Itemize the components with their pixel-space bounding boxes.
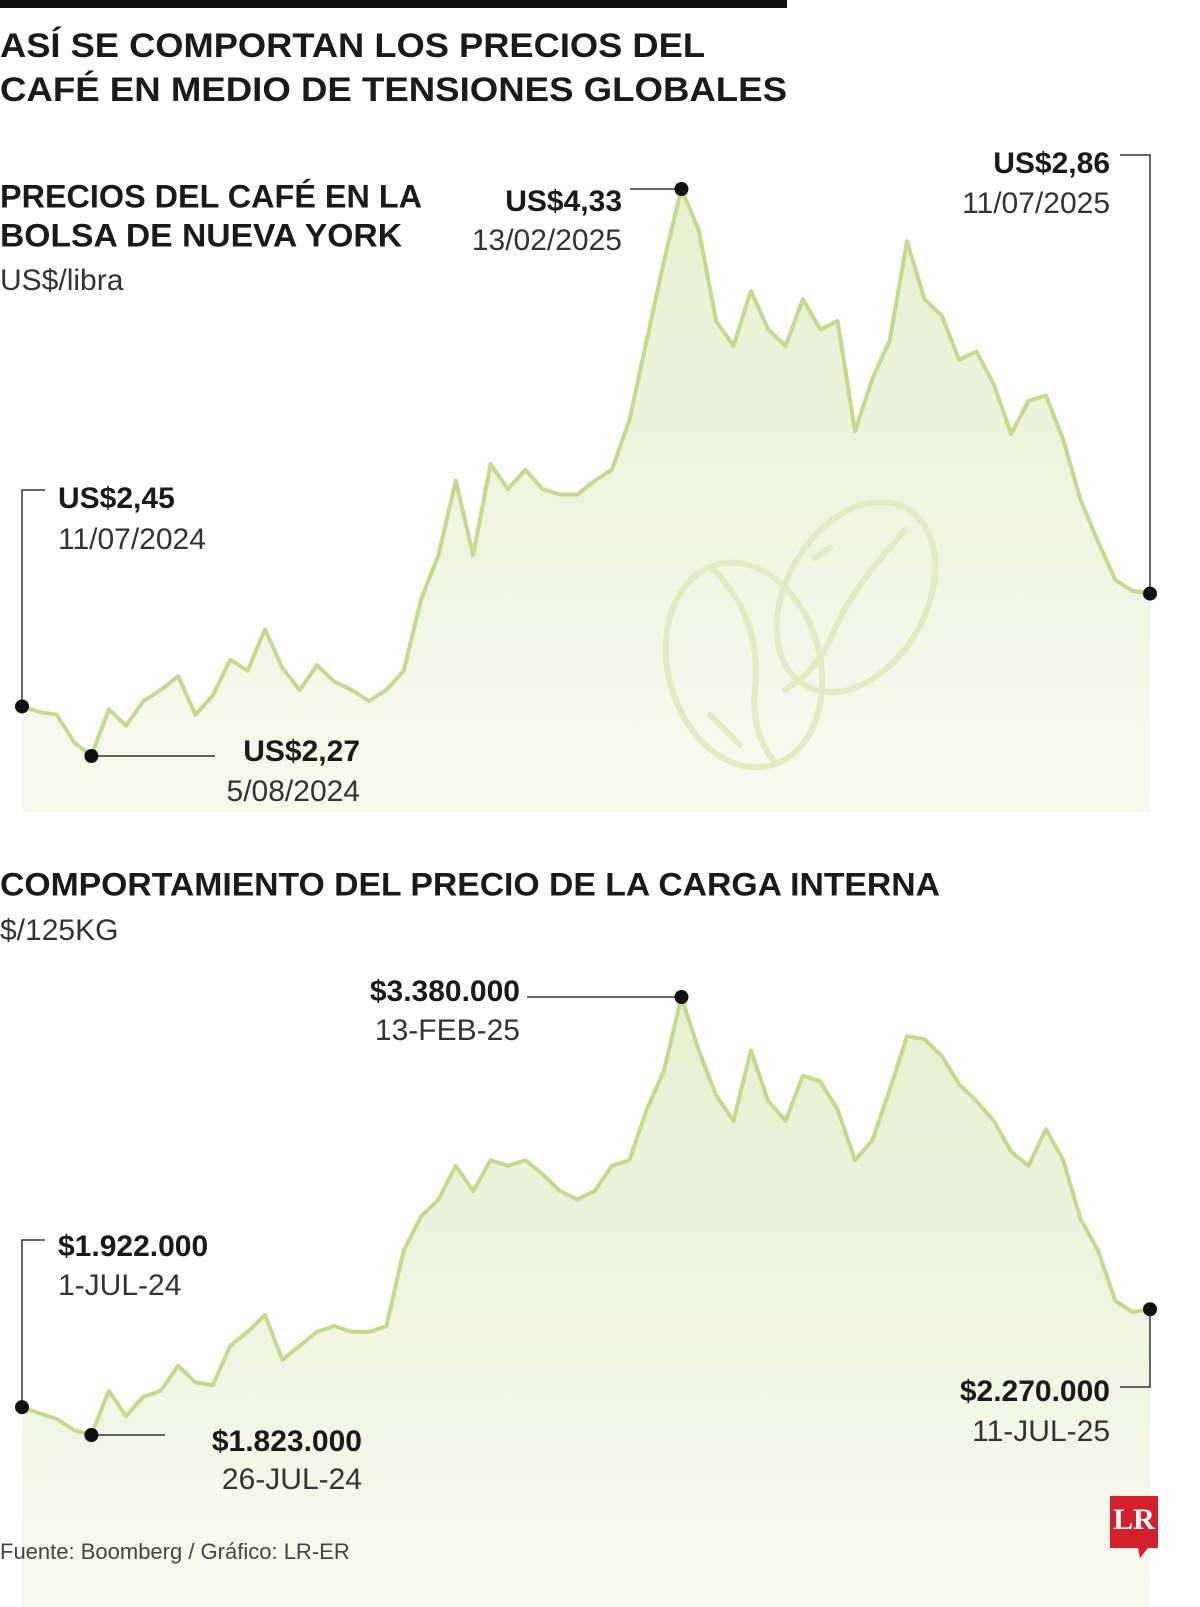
chart-subtitle: $/125KG bbox=[0, 914, 118, 947]
value-label: $2.270.000 bbox=[960, 1375, 1110, 1408]
date-label: 1-JUL-24 bbox=[58, 1269, 181, 1302]
logo: LR bbox=[1110, 1496, 1158, 1558]
chart-title: BOLSA DE NUEVA YORK bbox=[0, 217, 402, 253]
title-line: CAFÉ EN MEDIO DE TENSIONES GLOBALES bbox=[0, 71, 787, 109]
value-label: $1.823.000 bbox=[212, 1425, 362, 1458]
line bbox=[21, 995, 1151, 1437]
chart-title: COMPORTAMIENTO DEL PRECIO DE LA CARGA IN… bbox=[0, 866, 940, 902]
top-bar bbox=[0, 0, 787, 8]
point bbox=[1143, 1302, 1157, 1317]
point bbox=[674, 990, 689, 1004]
chart-subtitle: US$/libra bbox=[0, 264, 124, 297]
date-label: 11/07/2025 bbox=[962, 187, 1110, 220]
value-label: $1.922.000 bbox=[58, 1230, 208, 1263]
point bbox=[84, 1428, 99, 1442]
source: Fuente: Boomberg / Gráfico: LR-ER bbox=[0, 1539, 350, 1564]
date-label: 13/02/2025 bbox=[472, 224, 622, 257]
title-line: ASÍ SE COMPORTAN LOS PRECIOS DEL bbox=[0, 27, 705, 65]
point bbox=[84, 749, 99, 763]
value-label: US$4,33 bbox=[505, 185, 622, 218]
chart-2: $1.922.000 1-JUL-24 $1.823.000 26-JUL-24 $3.… bbox=[15, 975, 1157, 1607]
point bbox=[15, 699, 29, 714]
area bbox=[22, 189, 1150, 812]
value-label: US$2,86 bbox=[993, 147, 1110, 180]
date-label: 11/07/2024 bbox=[58, 523, 206, 556]
area bbox=[22, 997, 1150, 1607]
point bbox=[674, 182, 689, 196]
date-label: 5/08/2024 bbox=[227, 775, 360, 808]
leader-line bbox=[21, 1239, 45, 1408]
value-label: $3.380.000 bbox=[370, 975, 520, 1008]
chart-title: PRECIOS DEL CAFÉ EN LA bbox=[0, 178, 422, 214]
leader-line bbox=[21, 489, 45, 707]
date-label: 11-JUL-25 bbox=[972, 1415, 1110, 1448]
date-label: 26-JUL-24 bbox=[222, 1463, 362, 1496]
leader-line bbox=[1120, 1309, 1151, 1388]
line bbox=[21, 187, 1151, 758]
point bbox=[1143, 586, 1157, 601]
value-label: US$2,27 bbox=[243, 735, 360, 768]
date-label: 13-FEB-25 bbox=[375, 1014, 520, 1047]
point bbox=[15, 1400, 29, 1415]
chart-1: US$2,45 11/07/2024 US$2,27 5/08/2024 US$4,33… bbox=[15, 147, 1157, 812]
coffee-bean-icon bbox=[662, 498, 939, 771]
leader-line bbox=[1120, 154, 1151, 594]
logo-text: LR bbox=[1113, 1503, 1155, 1536]
value-label: US$2,45 bbox=[58, 482, 175, 515]
